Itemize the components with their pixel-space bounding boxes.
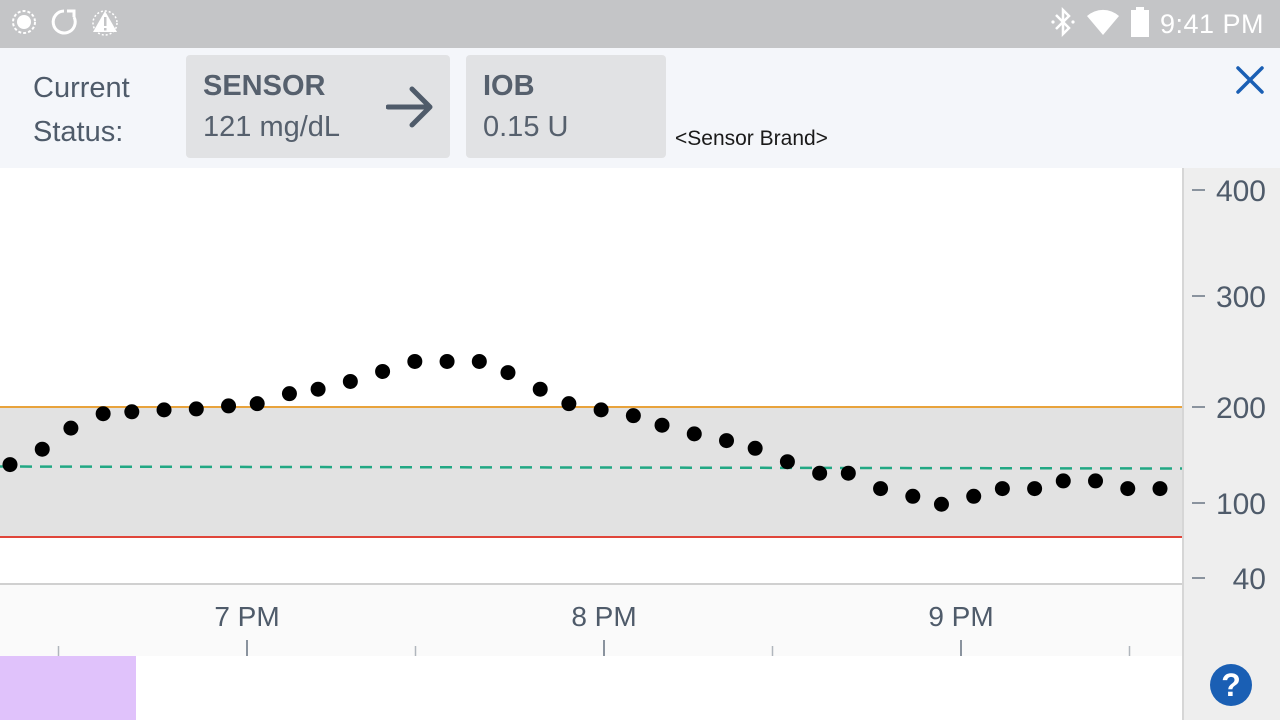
chart-layer: 400 300 200 100 40 7 PM 8 PM 9 PM: [0, 175, 1266, 656]
glucose-point: [1055, 473, 1071, 489]
iob-value: 0.15 U: [483, 111, 569, 143]
x-tick-label: 9 PM: [928, 601, 993, 632]
glucose-point: [1152, 481, 1168, 497]
close-button[interactable]: [1230, 60, 1270, 100]
y-tick-label: 40: [1233, 563, 1266, 596]
glucose-point: [532, 381, 548, 397]
y-axis-panel: [1182, 168, 1280, 720]
y-tick-label: 400: [1216, 175, 1266, 208]
battery-icon: [1130, 6, 1150, 43]
status-bar-time: 9:41 PM: [1159, 8, 1264, 39]
help-label: ?: [1221, 667, 1241, 703]
glucose-point: [63, 420, 79, 436]
glucose-point: [471, 353, 487, 369]
glucose-point: [779, 454, 795, 470]
glucose-chart: 400 300 200 100 40 7 PM 8 PM 9 PM: [0, 168, 1280, 720]
y-tick-label: 200: [1216, 392, 1266, 425]
glucose-point: [342, 373, 358, 389]
glucose-point: [95, 406, 111, 422]
glucose-point: [966, 488, 982, 504]
glucose-point: [375, 363, 391, 379]
bluetooth-icon: [1050, 6, 1076, 43]
glucose-point: [500, 365, 516, 381]
current-status-label: Current Status:: [33, 72, 130, 148]
target-range-band: [0, 407, 1182, 537]
glucose-point: [719, 433, 735, 449]
sensor-tile[interactable]: SENSOR 121 mg/dL: [186, 55, 450, 158]
wifi-icon: [1086, 7, 1120, 42]
status-bar-left-icons: [10, 8, 120, 40]
glucose-point: [873, 481, 889, 497]
sensor-value: 121 mg/dL: [203, 111, 341, 143]
glucose-point: [1027, 481, 1043, 497]
x-axis-panel: [0, 584, 1182, 656]
glucose-point: [994, 481, 1010, 497]
glucose-point: [1120, 481, 1136, 497]
glucose-point: [407, 353, 423, 369]
glucose-point: [156, 402, 172, 418]
iob-tile[interactable]: IOB 0.15 U: [466, 55, 666, 158]
glucose-point: [249, 396, 265, 412]
glucose-point: [124, 404, 140, 420]
sensor-brand-label: <Sensor Brand>: [675, 127, 828, 150]
glucose-point: [439, 353, 455, 369]
glucose-point: [625, 408, 641, 424]
glucose-point: [812, 465, 828, 481]
glucose-point: [2, 457, 18, 473]
close-icon: [1230, 66, 1270, 104]
glucose-point: [281, 386, 297, 402]
glucose-point: [1088, 473, 1104, 489]
glucose-point: [840, 465, 856, 481]
glucose-point: [654, 417, 670, 433]
glucose-point: [933, 496, 949, 512]
glucose-point: [221, 398, 237, 414]
history-tab[interactable]: [0, 656, 136, 720]
glucose-point: [593, 402, 609, 418]
status-bar-right-icons: 9:41 PM: [1050, 6, 1264, 43]
y-tick-label: 300: [1216, 281, 1266, 314]
x-tick-label: 8 PM: [571, 601, 636, 632]
glucose-point: [310, 381, 326, 397]
sensor-title: SENSOR: [203, 70, 326, 102]
sync-icon: [10, 8, 38, 41]
glucose-point: [34, 441, 50, 457]
alert-icon: [90, 8, 120, 41]
status-header: Current Status: SENSOR 121 mg/dL IOB 0.1…: [0, 48, 1280, 168]
help-button[interactable]: ?: [1210, 664, 1252, 706]
glucose-point: [686, 426, 702, 442]
status-bar: 9:41 PM: [0, 0, 1280, 48]
glucose-point: [188, 401, 204, 417]
target-line: [0, 465, 1183, 470]
iob-title: IOB: [483, 70, 535, 102]
loop-icon: [50, 8, 78, 41]
glucose-point: [561, 396, 577, 412]
y-tick-label: 100: [1216, 488, 1266, 521]
x-tick-label: 7 PM: [214, 601, 279, 632]
arrow-right-icon: [385, 85, 436, 129]
glucose-point: [747, 440, 763, 456]
glucose-point: [905, 488, 921, 504]
